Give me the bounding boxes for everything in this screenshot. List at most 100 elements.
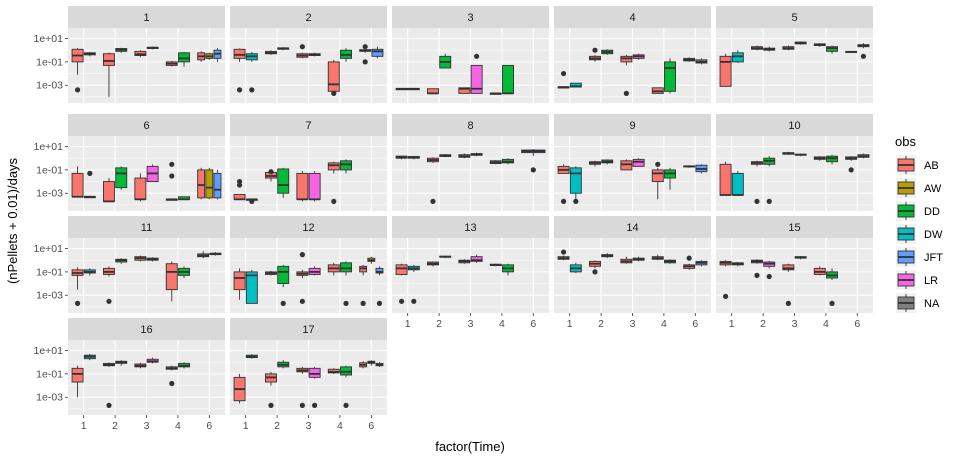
box-DD-time-4 <box>340 365 352 408</box>
box-AB-time-2 <box>427 157 439 204</box>
facet-strip-label: 9 <box>629 120 635 132</box>
box-body <box>340 160 352 171</box>
facet-strip <box>392 114 549 136</box>
box-LR-time-3 <box>308 171 321 202</box>
x-tick-label: 4 <box>661 318 667 330</box>
box-AB-time-6 <box>359 264 368 306</box>
outlier-point <box>560 70 567 77</box>
outlier-point <box>74 300 81 306</box>
x-tick-label: 4 <box>499 318 505 330</box>
x-tick-label: 1 <box>567 318 573 330</box>
y-tick-label: 1e-03 <box>36 392 63 404</box>
legend-entry-JFT: JFT <box>896 247 943 267</box>
box-AB-time-3 <box>296 252 309 304</box>
box-DW-time-1 <box>407 264 420 304</box>
box-AB-time-1 <box>71 365 84 398</box>
box-LR-time-3 <box>308 366 321 408</box>
facet-panel-5: 5 <box>716 6 873 103</box>
box-LR-time-3 <box>632 256 645 262</box>
facet-strip <box>554 216 711 238</box>
box-AB-time-2 <box>265 371 277 408</box>
box-AB-time-3 <box>620 54 633 96</box>
box-DW-time-1 <box>569 262 582 274</box>
box-DD-time-2 <box>763 156 776 204</box>
box-AB-time-1 <box>557 164 570 204</box>
box-DD-time-4 <box>502 263 514 276</box>
box-body <box>277 265 290 285</box>
outlier-point <box>474 53 480 59</box>
box-body <box>296 172 309 200</box>
box-AB-time-4 <box>489 160 502 165</box>
x-tick-label: 3 <box>468 318 474 330</box>
facet-strip-label: 17 <box>302 324 314 336</box>
box-DD-time-4 <box>502 158 514 165</box>
box-LR-time-3 <box>146 257 159 262</box>
outlier-point <box>236 87 243 93</box>
facet-panel-13: 13 1 2 3 4 6 <box>392 216 549 330</box>
box-NA-time-3 <box>794 256 807 260</box>
box-body <box>375 267 384 274</box>
box-body <box>731 172 744 196</box>
facet-strip-label: 3 <box>467 12 473 24</box>
box-AB-time-1 <box>233 373 246 404</box>
box-body <box>277 168 290 194</box>
box-AB-time-4 <box>651 254 664 261</box>
x-tick-label: 3 <box>144 420 150 432</box>
facet-panel-2: 2 <box>230 6 387 103</box>
box-body <box>197 169 206 199</box>
facet-strip-label: 1 <box>143 12 149 24</box>
box-AB-time-4 <box>165 365 178 387</box>
box-AW-time-6 <box>367 256 376 264</box>
box-DD-time-4 <box>178 266 190 278</box>
box-LR-time-3 <box>308 266 321 276</box>
box-body <box>71 367 84 383</box>
outlier-point <box>299 402 305 408</box>
box-AB-time-4 <box>165 60 178 67</box>
facet-strip-label: 11 <box>141 222 152 234</box>
box-body <box>213 172 222 199</box>
box-AB-time-1 <box>233 48 246 93</box>
box-AB-time-3 <box>134 255 147 262</box>
legend-label: AW <box>924 183 942 195</box>
box-AB-time-4 <box>327 262 340 276</box>
legend-label: DD <box>924 206 940 218</box>
box-LR-time-1 <box>731 262 744 267</box>
box-DD-time-4 <box>340 48 352 62</box>
facet-panel-9: 9 <box>554 114 711 211</box>
box-AB-time-3 <box>458 153 471 159</box>
y-tick-label: 1e-01 <box>36 368 63 380</box>
y-tick-label: 1e-01 <box>36 56 63 68</box>
box-body <box>134 177 147 200</box>
box-JFT-time-6 <box>213 169 222 200</box>
box-DD-time-2 <box>277 167 290 198</box>
box-body <box>115 167 128 189</box>
y-tick-label: 1e+01 <box>34 141 64 153</box>
outlier-point <box>360 300 366 306</box>
box-DD-time-2 <box>277 264 290 306</box>
x-tick-label: 2 <box>436 318 442 330</box>
box-body <box>458 87 471 94</box>
outlier-point <box>411 298 417 304</box>
box-NA-time-6 <box>197 251 210 259</box>
x-tick-label: 3 <box>792 318 798 330</box>
outlier-point <box>268 169 274 175</box>
legend-entry-LR: LR <box>896 270 938 290</box>
box-NA-time-6 <box>845 50 858 53</box>
legend-label: AB <box>924 160 939 172</box>
outlier-point <box>754 198 760 204</box>
box-body <box>308 367 321 378</box>
outlier-point <box>249 87 255 93</box>
box-AB-time-1 <box>557 249 570 261</box>
box-AB-time-2 <box>265 50 277 55</box>
facet-strip <box>68 114 225 136</box>
legend-entry-NA: NA <box>896 293 940 313</box>
box-AB-time-1 <box>71 166 84 198</box>
outlier-point <box>280 300 286 306</box>
box-JFT-time-6 <box>695 164 708 174</box>
legend-entry-DD: DD <box>896 201 940 221</box>
outlier-point <box>106 298 112 304</box>
box-body <box>233 271 246 291</box>
outlier-point <box>430 198 436 204</box>
box-AB-time-3 <box>296 171 309 202</box>
box-AB-time-3 <box>134 362 147 369</box>
